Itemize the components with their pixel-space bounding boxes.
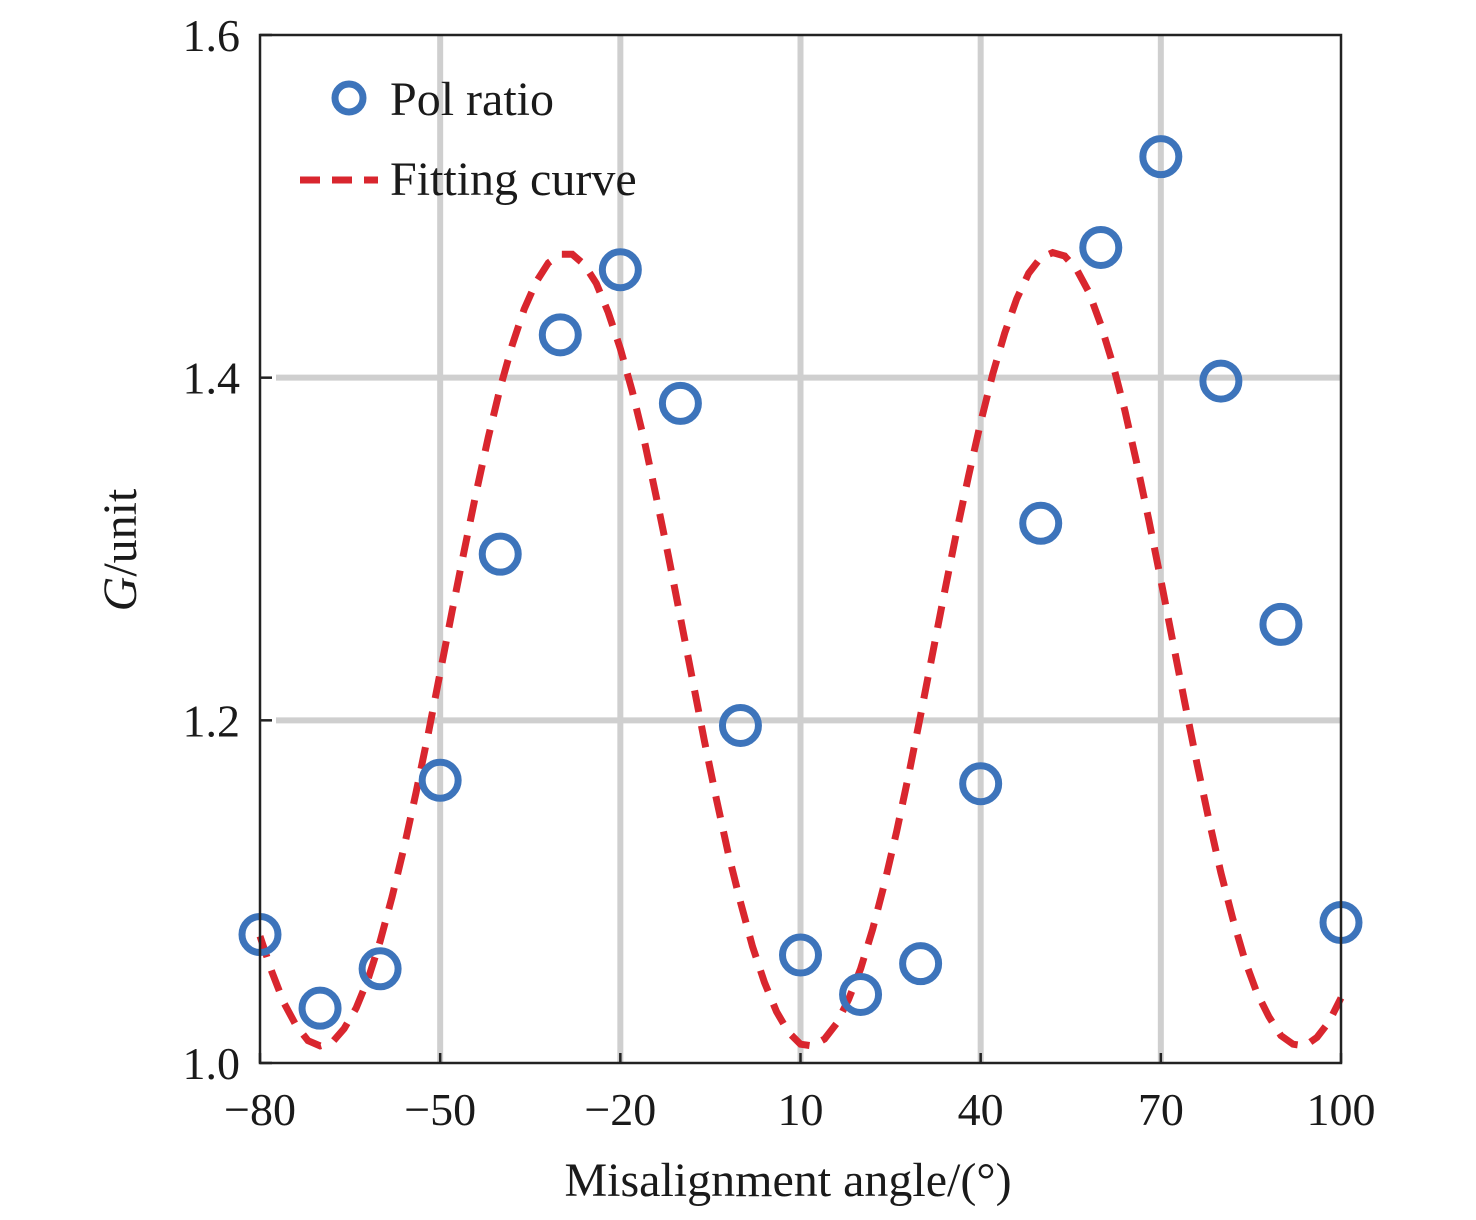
- pol-ratio-point: [718, 703, 762, 747]
- pol-ratio-point: [1019, 501, 1063, 545]
- pol-ratio-point: [1199, 359, 1243, 403]
- pol-ratio-point: [418, 758, 462, 802]
- pol-ratio-point: [899, 942, 943, 986]
- pol-ratio-point: [959, 762, 1003, 806]
- marker-layer: [238, 135, 1363, 1030]
- x-tick-label: 40: [958, 1084, 1004, 1135]
- x-tick-label: 70: [1138, 1084, 1184, 1135]
- legend: Pol ratio Fitting curve: [300, 73, 637, 206]
- pol-ratio-point: [658, 381, 702, 425]
- pol-ratio-point: [1079, 225, 1123, 269]
- pol-ratio-point: [598, 248, 642, 292]
- fitting-curve-line: [256, 248, 1345, 1050]
- pol-ratio-point: [1259, 602, 1303, 646]
- y-axis-title: G/unit: [94, 488, 147, 611]
- y-tick-label: 1.6: [183, 10, 241, 61]
- pol-ratio-point: [358, 947, 402, 991]
- legend-marker-pol-ratio: [331, 80, 367, 116]
- pol-ratio-point: [538, 313, 582, 357]
- x-tick-label: −80: [224, 1084, 296, 1135]
- x-axis-title: Misalignment angle/(°): [564, 1154, 1011, 1207]
- curve-layer: [256, 248, 1345, 1050]
- y-tick-label: 1.0: [183, 1038, 241, 1089]
- pol-ratio-point: [779, 933, 822, 977]
- pol-ratio-point: [1139, 135, 1183, 179]
- x-tick-label: 10: [778, 1084, 824, 1135]
- grid-layer: [276, 35, 1341, 1063]
- x-tick-label: −50: [404, 1084, 476, 1135]
- x-tick-label: 100: [1307, 1084, 1376, 1135]
- y-tick-label: 1.2: [183, 695, 241, 746]
- y-axis-title-symbol: G: [94, 577, 147, 612]
- legend-label-pol-ratio: Pol ratio: [390, 73, 554, 126]
- y-tick-label: 1.4: [183, 353, 241, 404]
- y-axis-title-unit: /unit: [94, 488, 147, 577]
- legend-label-fitting-curve: Fitting curve: [390, 153, 637, 206]
- pol-ratio-point: [298, 986, 342, 1030]
- tick-layer: −80 −50 −20 10 40 70 100 1.0 1.2 1.4 1.6: [183, 10, 1376, 1135]
- pol-ratio-point: [839, 972, 883, 1016]
- x-tick-label: −20: [584, 1084, 656, 1135]
- pol-ratio-point: [478, 532, 522, 576]
